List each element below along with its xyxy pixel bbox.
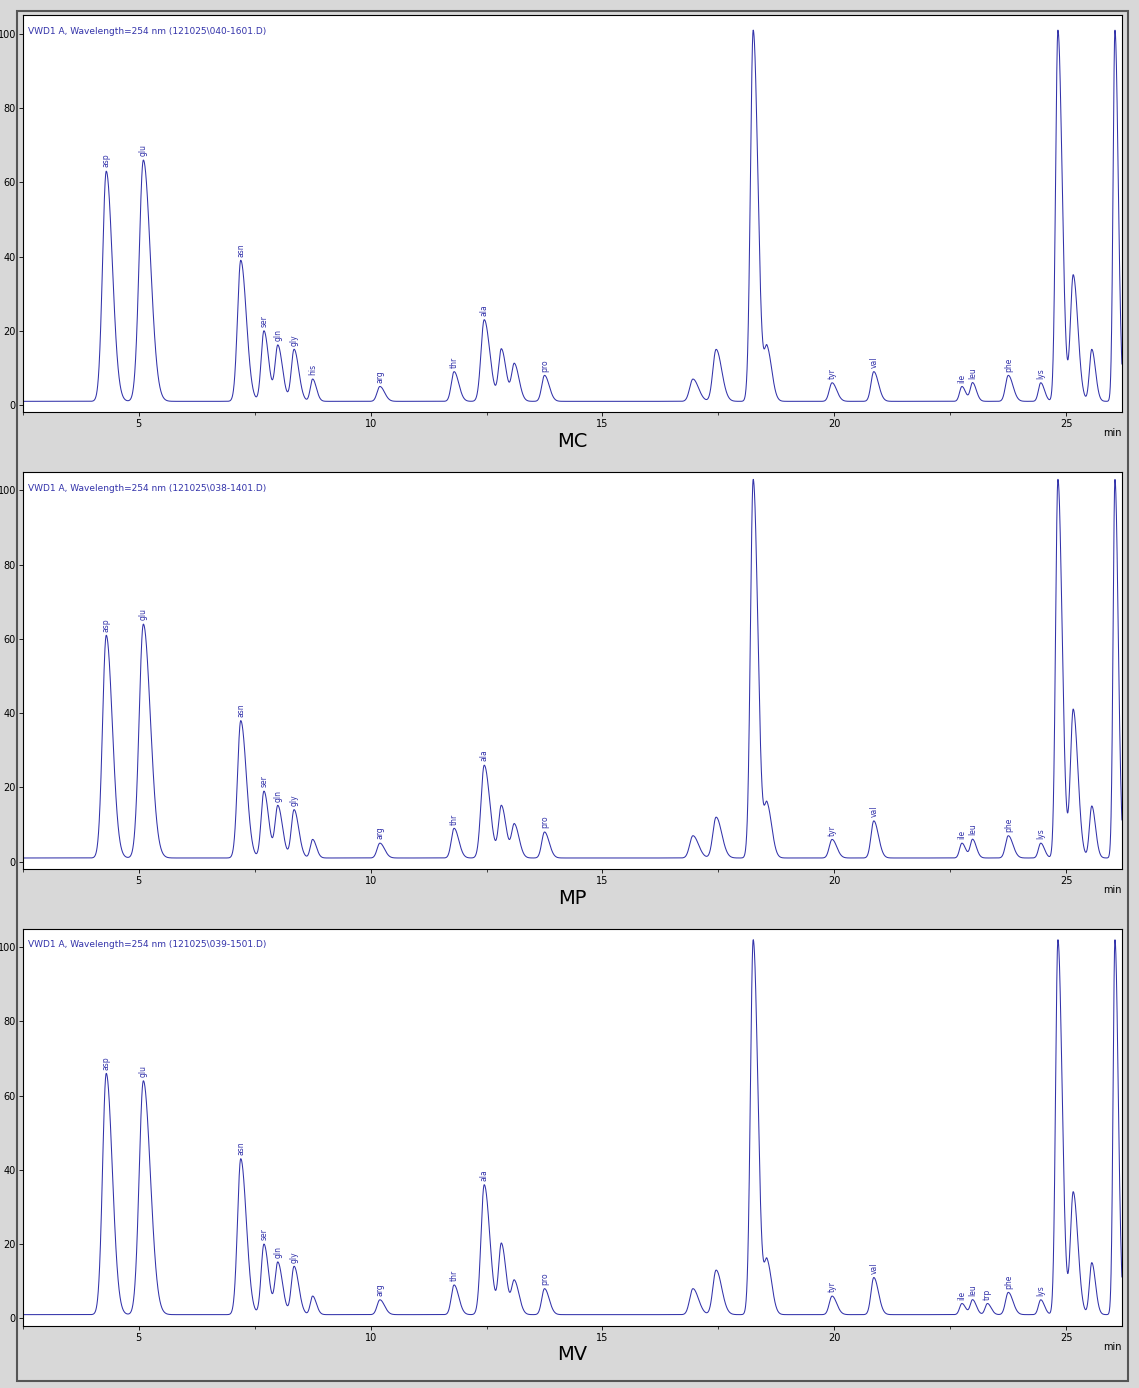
- Text: tyr: tyr: [828, 824, 836, 836]
- Text: MC: MC: [557, 432, 588, 451]
- Text: arg: arg: [376, 1284, 384, 1296]
- Text: val: val: [869, 805, 878, 818]
- Text: VWD1 A, Wavelength=254 nm (121025\039-1501.D): VWD1 A, Wavelength=254 nm (121025\039-15…: [28, 941, 267, 949]
- Text: lys: lys: [1036, 1285, 1046, 1296]
- Text: trp: trp: [983, 1288, 992, 1299]
- Text: gly: gly: [289, 794, 298, 806]
- Text: tyr: tyr: [828, 368, 836, 379]
- Text: asn: asn: [236, 704, 245, 718]
- Text: thr: thr: [450, 813, 459, 824]
- Text: min: min: [1104, 429, 1122, 439]
- Text: asn: asn: [236, 243, 245, 257]
- Text: val: val: [869, 357, 878, 368]
- Text: min: min: [1104, 1342, 1122, 1352]
- Text: tyr: tyr: [828, 1281, 836, 1292]
- Text: ser: ser: [260, 315, 269, 328]
- Text: ile: ile: [958, 373, 966, 383]
- Text: leu: leu: [968, 1284, 977, 1296]
- Text: gly: gly: [289, 335, 298, 346]
- Text: VWD1 A, Wavelength=254 nm (121025\040-1601.D): VWD1 A, Wavelength=254 nm (121025\040-16…: [28, 28, 267, 36]
- Text: thr: thr: [450, 1270, 459, 1281]
- Text: thr: thr: [450, 357, 459, 368]
- Text: phe: phe: [1003, 818, 1013, 831]
- Text: glu: glu: [139, 144, 148, 157]
- Text: leu: leu: [968, 366, 977, 379]
- Text: pro: pro: [540, 359, 549, 372]
- Text: lys: lys: [1036, 829, 1046, 840]
- Text: his: his: [309, 364, 317, 375]
- Text: MP: MP: [558, 888, 587, 908]
- Text: min: min: [1104, 886, 1122, 895]
- Text: VWD1 A, Wavelength=254 nm (121025\038-1401.D): VWD1 A, Wavelength=254 nm (121025\038-14…: [28, 484, 267, 493]
- Text: pro: pro: [540, 816, 549, 829]
- Text: asn: asn: [236, 1141, 245, 1155]
- Text: glu: glu: [139, 608, 148, 620]
- Text: arg: arg: [376, 371, 384, 383]
- Text: arg: arg: [376, 827, 384, 840]
- Text: asp: asp: [101, 1056, 110, 1070]
- Text: ser: ser: [260, 1228, 269, 1241]
- Text: ile: ile: [958, 830, 966, 840]
- Text: ala: ala: [480, 304, 489, 316]
- Text: gln: gln: [273, 329, 282, 341]
- Text: phe: phe: [1003, 357, 1013, 372]
- Text: gly: gly: [289, 1251, 298, 1263]
- Text: ser: ser: [260, 776, 269, 787]
- Text: gln: gln: [273, 790, 282, 801]
- Text: ala: ala: [480, 1169, 489, 1181]
- Text: pro: pro: [540, 1273, 549, 1285]
- Text: asp: asp: [101, 618, 110, 632]
- Text: asp: asp: [101, 154, 110, 168]
- Text: val: val: [869, 1262, 878, 1274]
- Text: phe: phe: [1003, 1274, 1013, 1288]
- Text: MV: MV: [557, 1345, 588, 1364]
- Text: gln: gln: [273, 1246, 282, 1258]
- Text: lys: lys: [1036, 368, 1046, 379]
- Text: ala: ala: [480, 750, 489, 762]
- Text: ile: ile: [958, 1291, 966, 1299]
- Text: glu: glu: [139, 1065, 148, 1077]
- Text: leu: leu: [968, 823, 977, 836]
